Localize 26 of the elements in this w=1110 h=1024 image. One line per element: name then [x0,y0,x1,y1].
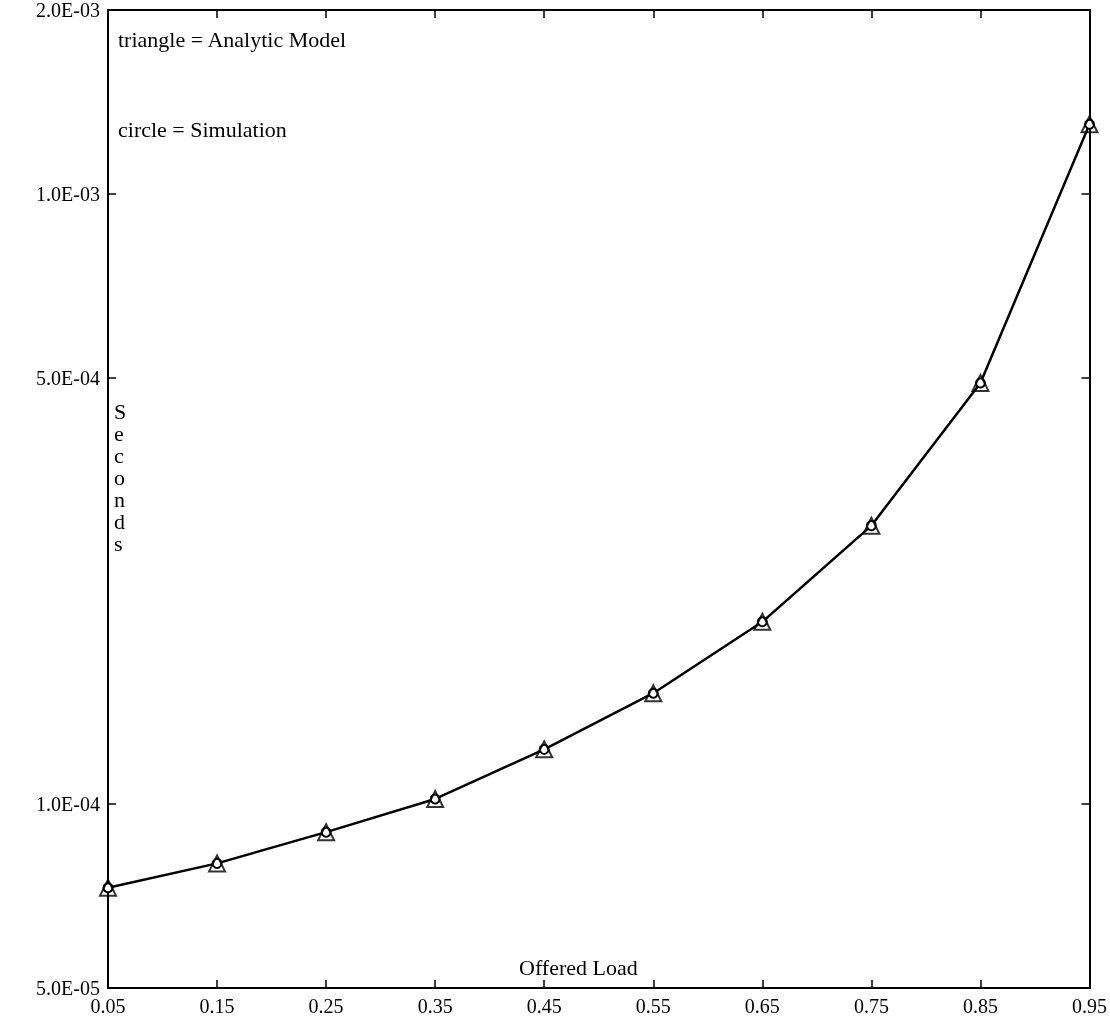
y-axis-title: Seconds [114,398,127,556]
point [317,823,336,842]
x-tick-label: 0.75 [853,995,889,1017]
y-tick-label: 5.0E-04 [36,366,100,389]
x-tick-label: 0.35 [417,995,453,1017]
x-tick-label: 0.65 [744,995,780,1017]
point [753,612,772,631]
point [1080,115,1099,134]
x-tick-label: 0.55 [635,995,671,1017]
point [862,516,881,535]
annotation: triangle = Analytic Model [118,26,347,52]
y-tick-label: 2.0E-03 [36,0,100,21]
point [208,854,227,873]
x-tick-label: 0.15 [199,995,235,1017]
x-tick-label: 0.85 [962,995,998,1017]
y-tick-label: 1.0E-03 [36,182,100,205]
x-tick-label: 0.45 [526,995,562,1017]
x-tick-label: 0.25 [308,995,344,1017]
point [644,684,663,703]
point [426,789,445,808]
y-tick-label: 1.0E-04 [36,793,100,816]
point [971,373,990,392]
x-tick-label: 0.95 [1072,995,1107,1017]
annotation: circle = Simulation [118,116,287,142]
x-axis-title: Offered Load [519,954,638,980]
point [535,740,554,759]
